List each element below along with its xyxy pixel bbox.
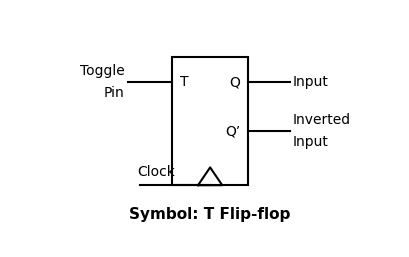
Text: Symbol: T Flip-flop: Symbol: T Flip-flop: [129, 207, 290, 222]
Text: Inverted: Inverted: [292, 113, 350, 127]
Text: Input: Input: [292, 135, 328, 149]
Text: Clock: Clock: [137, 165, 175, 179]
Text: Input: Input: [292, 75, 328, 89]
Bar: [172, 57, 247, 185]
Text: Pin: Pin: [103, 86, 124, 100]
Text: T: T: [180, 75, 188, 89]
Text: Q: Q: [229, 75, 240, 89]
Text: Toggle: Toggle: [79, 65, 124, 78]
Text: Q’: Q’: [225, 124, 240, 138]
